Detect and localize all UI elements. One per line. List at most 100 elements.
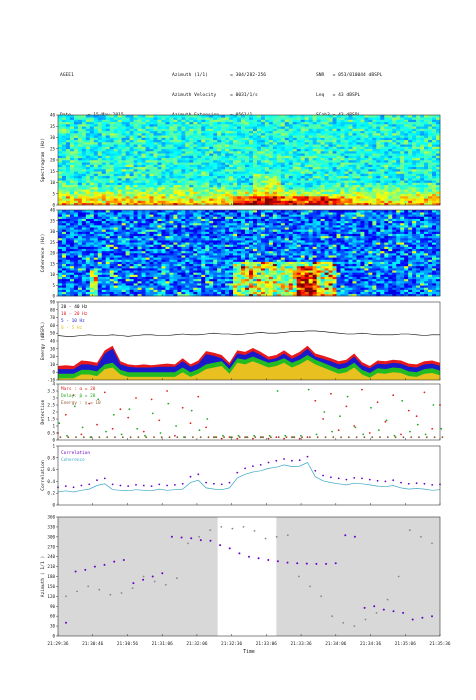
coherence-cell — [58, 225, 63, 228]
spectrogram-cell — [145, 202, 150, 206]
spectrogram-cell — [424, 117, 429, 120]
coherence-cell — [61, 263, 67, 267]
spectrogram-cell — [85, 189, 91, 192]
spectrogram-cell — [328, 189, 333, 192]
spectrogram-cell — [276, 128, 282, 132]
spectrogram-cell — [344, 180, 349, 183]
coherence-cell — [77, 225, 83, 228]
coherence-cell — [125, 250, 130, 254]
spectrogram-cell — [252, 191, 258, 195]
spectrogram-cell — [344, 124, 349, 127]
spectrogram-cell — [364, 173, 369, 177]
spectrogram-cell — [233, 151, 238, 154]
coherence-cell — [125, 212, 130, 215]
coherence-cell — [89, 263, 95, 267]
spectrogram-cell — [296, 160, 302, 163]
spectrogram-cell — [245, 171, 250, 174]
spectrogram-cell — [420, 144, 425, 147]
spectrogram-cell — [344, 193, 349, 197]
spectrogram-cell — [372, 191, 377, 195]
coherence-cell — [149, 233, 154, 237]
spectrogram-ytick-label: 25 — [50, 146, 56, 151]
spectrogram-cell — [77, 133, 83, 136]
coherence-cell — [141, 255, 146, 258]
spectrogram-cell — [233, 193, 238, 197]
spectrogram-cell — [125, 189, 130, 192]
spectrogram-cell — [69, 130, 75, 134]
spectrogram-cell — [428, 153, 433, 156]
spectrogram-cell — [288, 160, 294, 163]
coherence-cell — [161, 255, 166, 258]
spectrogram-cell — [332, 184, 337, 188]
coherence-cell — [137, 280, 142, 284]
coherence-cell — [109, 216, 115, 219]
coherence-cell — [101, 220, 107, 224]
spectrogram-cell — [272, 173, 278, 177]
coherence-cell — [153, 216, 158, 219]
coherence-cell — [65, 237, 71, 241]
spectrogram-cell — [424, 115, 429, 118]
spectrogram-cell — [368, 121, 373, 125]
coherence-cell — [58, 212, 63, 215]
spectrogram-cell — [300, 193, 306, 197]
spectrogram-cell — [368, 173, 373, 177]
coherence-cell — [117, 216, 122, 219]
coherence-cell — [101, 261, 107, 265]
coherence-cell — [77, 220, 83, 224]
spectrogram-cell — [81, 160, 87, 163]
spectrogram-cell — [249, 196, 254, 199]
spectrogram-cell — [173, 175, 178, 179]
spectrogram-cell — [177, 196, 182, 199]
coherence-cell — [145, 265, 150, 269]
spectrogram-cell — [69, 146, 75, 150]
spectrogram-cell — [193, 146, 198, 150]
coherence-cell — [165, 250, 170, 254]
spectrogram-cell — [304, 169, 309, 172]
coherence-cell — [109, 214, 115, 217]
spectrogram-cell — [225, 128, 230, 132]
coherence-cell — [61, 220, 67, 224]
spectrogram-cell — [137, 155, 142, 159]
spectrogram-cell — [324, 124, 329, 127]
spectrogram-cell — [161, 180, 166, 183]
spectrogram-cell — [137, 137, 142, 141]
spectrogram-cell — [276, 182, 282, 186]
spectrogram-cell — [292, 144, 298, 147]
spectrogram-cell — [141, 180, 146, 183]
spectrogram-cell — [360, 144, 365, 147]
coherence-cell — [137, 225, 142, 228]
spectrogram-cell — [69, 148, 75, 152]
spectrogram-cell — [77, 124, 83, 127]
coherence-cell — [105, 283, 111, 286]
spectrogram-cell — [181, 193, 186, 197]
spectrogram-cell — [245, 155, 250, 159]
spectrogram-cell — [252, 187, 258, 190]
spectrogram-cell — [165, 178, 170, 181]
spectrogram-cell — [344, 130, 349, 134]
spectrogram-cell — [81, 198, 87, 201]
spectrogram-cell — [221, 187, 226, 190]
spectrogram-cell — [292, 135, 298, 138]
spectrogram-cell — [380, 162, 385, 165]
coherence-cell — [133, 289, 138, 292]
spectrogram-cell — [276, 135, 282, 138]
coherence-cell — [121, 272, 126, 275]
spectrogram-cell — [436, 130, 441, 134]
coherence-cell — [133, 285, 138, 288]
spectrogram-cell — [149, 164, 154, 168]
spectrogram-cell — [268, 189, 274, 192]
spectrogram-cell — [58, 193, 63, 197]
coherence-cell — [105, 272, 111, 275]
spectrogram-cell — [376, 133, 381, 136]
spectrogram-cell — [328, 198, 333, 201]
spectrogram-ytick-label: 20 — [50, 158, 56, 163]
spectrogram-cell — [356, 193, 361, 197]
spectrogram-cell — [416, 169, 421, 172]
coherence-cell — [157, 229, 162, 232]
coherence-cell — [129, 227, 134, 230]
spectrogram-cell — [129, 144, 134, 147]
spectrogram-cell — [157, 126, 162, 129]
coherence-cell — [157, 274, 162, 277]
coherence-cell — [165, 276, 170, 280]
spectrogram-cell — [284, 184, 290, 188]
